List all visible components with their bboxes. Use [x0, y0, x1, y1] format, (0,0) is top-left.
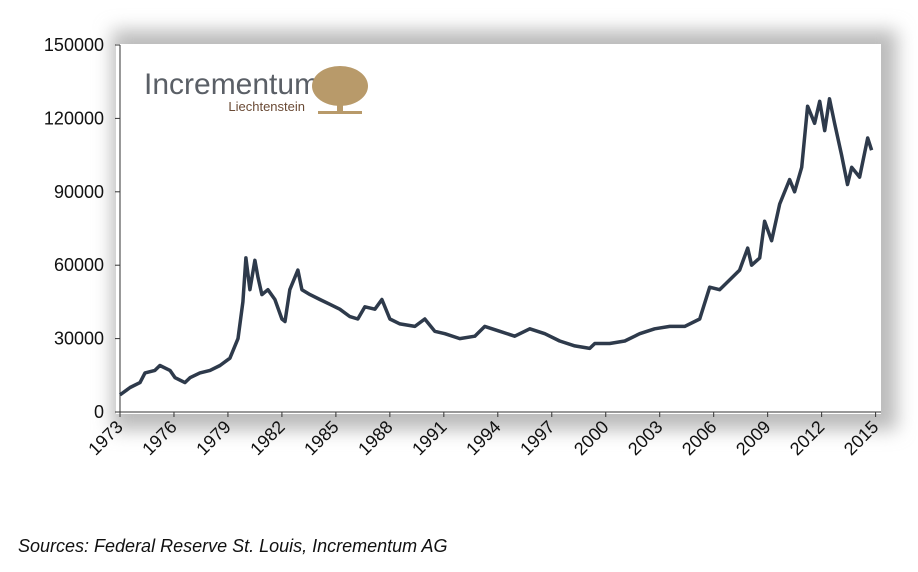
y-tick-label: 90000	[54, 182, 104, 202]
y-tick-label: 60000	[54, 255, 104, 275]
logo-name: Incrementum	[144, 68, 319, 101]
y-tick-label: 150000	[44, 35, 104, 55]
logo-tree	[312, 66, 368, 114]
logo-place: Liechtenstein	[228, 99, 305, 114]
y-tick-label: 120000	[44, 108, 104, 128]
y-tick-label: 30000	[54, 329, 104, 349]
y-tick-label: 0	[94, 402, 104, 422]
plot-area	[116, 44, 881, 414]
source: Sources: Federal Reserve St. Louis, Incr…	[18, 536, 448, 556]
data-line	[118, 97, 874, 397]
